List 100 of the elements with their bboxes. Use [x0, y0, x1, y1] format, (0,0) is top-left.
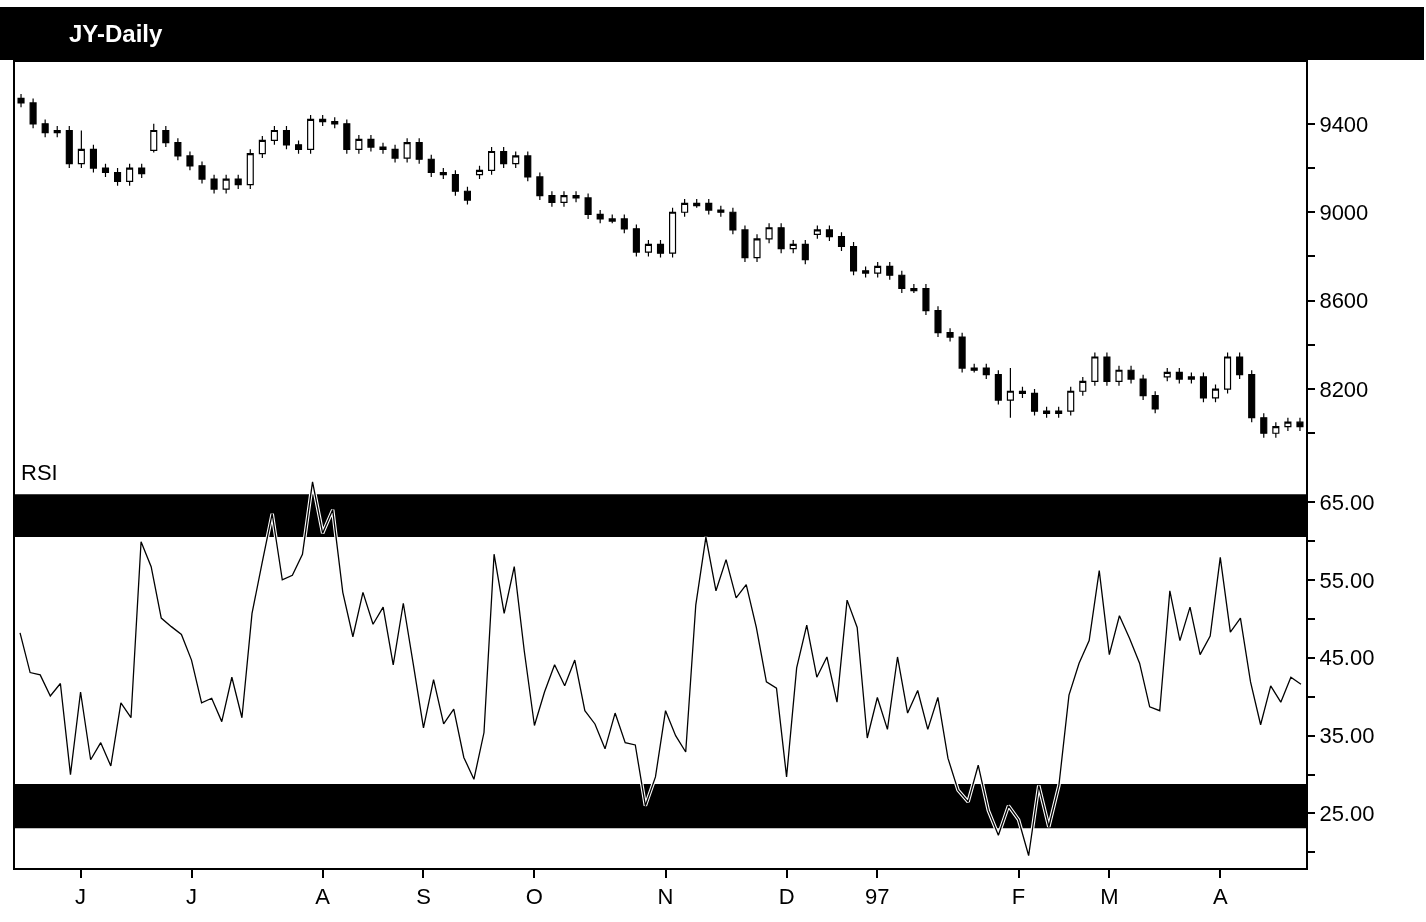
y-tick-label: 9400 — [1319, 111, 1369, 137]
candlestick — [198, 160, 206, 185]
y-tick-label: 65.00 — [1319, 489, 1375, 515]
candlestick — [17, 93, 25, 108]
candlestick — [391, 144, 399, 164]
candlestick — [114, 167, 122, 187]
candlestick — [343, 118, 351, 155]
candlestick — [89, 144, 97, 174]
candlestick — [765, 222, 773, 244]
candlestick — [222, 174, 230, 195]
candlestick — [681, 198, 689, 218]
candlestick — [451, 169, 459, 197]
candlestick — [439, 167, 447, 180]
candlestick — [548, 190, 556, 208]
candlestick — [1163, 367, 1171, 382]
candlestick — [1187, 371, 1195, 385]
candlestick — [982, 363, 990, 380]
x-tick-label: D — [778, 884, 795, 910]
candlestick — [693, 198, 701, 209]
candlestick — [138, 163, 146, 179]
x-tick-label: F — [1011, 884, 1026, 910]
candlestick — [1151, 390, 1159, 414]
candlestick — [862, 265, 870, 279]
x-tick-label: J — [75, 884, 87, 910]
candlestick — [849, 241, 858, 276]
candlestick — [1079, 376, 1087, 397]
candlestick — [1139, 374, 1147, 401]
candlestick — [331, 116, 339, 129]
candlestick — [126, 163, 134, 187]
candlestick — [705, 198, 713, 216]
x-tick-label: O — [525, 884, 543, 910]
x-tick-label: N — [657, 884, 674, 910]
candlestick — [246, 148, 254, 190]
candlestick — [632, 223, 640, 258]
y-tick-label: 25.00 — [1319, 801, 1375, 827]
y-tick-label: 45.00 — [1319, 645, 1375, 671]
y-tick-label: 8200 — [1319, 376, 1369, 402]
candlestick — [1006, 367, 1014, 419]
candlestick — [77, 129, 85, 169]
candlestick — [777, 222, 785, 254]
candlestick — [1091, 351, 1099, 387]
line-series — [18, 480, 1303, 858]
candlestick — [1284, 417, 1292, 432]
candlestick — [475, 165, 484, 180]
candlestick — [922, 283, 930, 316]
candlestick — [536, 171, 544, 201]
candlestick — [1248, 369, 1256, 423]
candlestick — [1224, 351, 1232, 395]
candlestick — [946, 327, 954, 343]
candlestick — [825, 224, 833, 242]
candlestick — [886, 261, 894, 281]
x-tick-label: A — [1212, 884, 1228, 910]
candlestick — [584, 192, 592, 220]
x-tick-label: S — [416, 884, 431, 910]
candlestick — [801, 239, 809, 265]
candlestick — [319, 114, 327, 127]
candlestick — [101, 163, 110, 178]
candlestick — [717, 205, 725, 218]
candlestick — [512, 150, 520, 169]
candlestick — [753, 233, 761, 263]
candlestick — [572, 190, 580, 203]
candlestick — [837, 231, 846, 252]
candlestick — [162, 125, 170, 148]
candlestick — [1175, 367, 1183, 385]
candlestick — [210, 174, 218, 195]
x-tick-label: 97 — [865, 884, 890, 910]
candlestick — [379, 142, 387, 155]
candlestick — [1030, 388, 1039, 417]
candlestick — [150, 123, 158, 154]
candlestick — [644, 239, 652, 258]
x-tick-label: M — [1100, 884, 1119, 910]
y-tick-label: 35.00 — [1319, 723, 1375, 749]
candlestick — [560, 190, 568, 208]
candlestick — [669, 207, 677, 259]
candlestick — [934, 305, 942, 338]
candlestick — [1115, 365, 1123, 387]
candlestick — [488, 146, 496, 176]
y-tick-label: 55.00 — [1319, 567, 1375, 593]
candlestick — [958, 332, 966, 374]
candlestick — [1018, 386, 1027, 399]
candlestick — [53, 125, 61, 138]
chart-title: JY-Daily — [69, 20, 164, 47]
candlestick — [789, 239, 797, 254]
candlestick — [65, 125, 73, 169]
candlestick — [1296, 417, 1304, 432]
candlestick — [403, 137, 411, 164]
candlestick — [656, 239, 665, 259]
candlestick — [500, 146, 508, 169]
candlestick — [620, 213, 628, 234]
candlestick — [41, 118, 49, 138]
candlestick — [1055, 406, 1063, 419]
candlestick — [994, 369, 1002, 406]
candlestick — [294, 139, 303, 155]
candlestick — [415, 137, 423, 165]
candlestick — [234, 174, 242, 190]
x-tick-label: A — [315, 884, 331, 910]
candlestick — [1199, 371, 1207, 403]
candlestick — [741, 224, 749, 263]
candlestick — [608, 213, 616, 224]
candlestick — [367, 134, 375, 153]
